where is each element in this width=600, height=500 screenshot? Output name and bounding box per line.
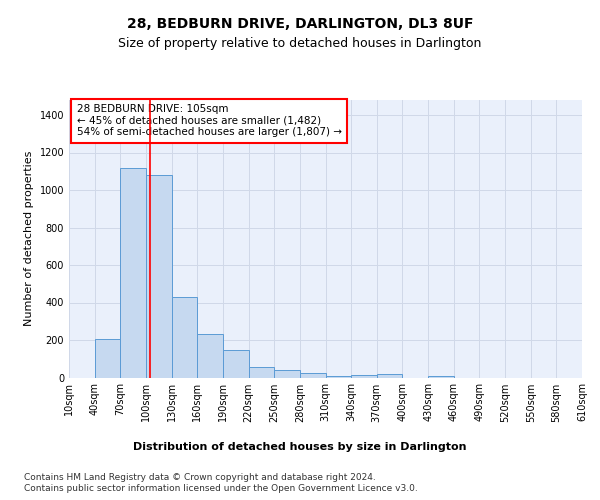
Bar bbox=[428, 376, 454, 378]
Bar bbox=[274, 370, 300, 378]
Text: 28, BEDBURN DRIVE, DARLINGTON, DL3 8UF: 28, BEDBURN DRIVE, DARLINGTON, DL3 8UF bbox=[127, 18, 473, 32]
Text: 28 BEDBURN DRIVE: 105sqm
← 45% of detached houses are smaller (1,482)
54% of sem: 28 BEDBURN DRIVE: 105sqm ← 45% of detach… bbox=[77, 104, 341, 138]
Text: Contains public sector information licensed under the Open Government Licence v3: Contains public sector information licen… bbox=[24, 484, 418, 493]
Text: Contains HM Land Registry data © Crown copyright and database right 2024.: Contains HM Land Registry data © Crown c… bbox=[24, 472, 376, 482]
Bar bbox=[95, 338, 121, 378]
Bar bbox=[121, 168, 146, 378]
Bar bbox=[223, 350, 248, 378]
Y-axis label: Number of detached properties: Number of detached properties bbox=[24, 151, 34, 326]
Bar bbox=[146, 174, 172, 378]
Text: Distribution of detached houses by size in Darlington: Distribution of detached houses by size … bbox=[133, 442, 467, 452]
Text: Size of property relative to detached houses in Darlington: Size of property relative to detached ho… bbox=[118, 38, 482, 51]
Bar bbox=[172, 297, 197, 378]
Bar bbox=[248, 367, 274, 378]
Bar bbox=[300, 373, 325, 378]
Bar bbox=[325, 376, 351, 378]
Bar bbox=[377, 374, 403, 378]
Bar bbox=[351, 374, 377, 378]
Bar bbox=[197, 334, 223, 378]
